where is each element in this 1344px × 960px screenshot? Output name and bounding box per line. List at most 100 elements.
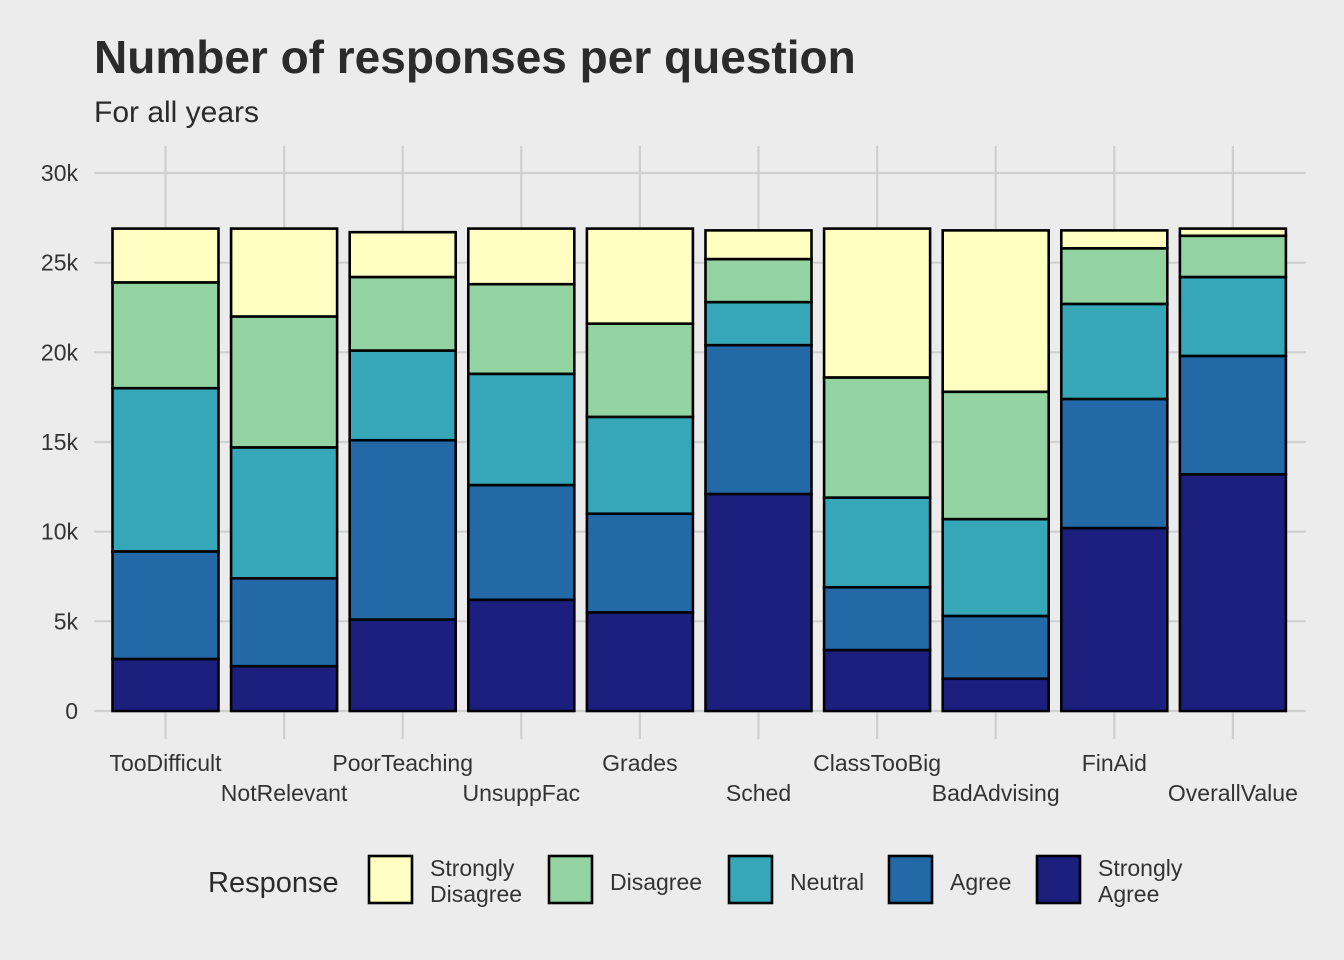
- legend-item-agree: Agree: [887, 854, 1011, 905]
- bars: [111, 227, 1288, 713]
- bar-notrelevant-strongly-agree: [229, 664, 339, 713]
- bar-group-sched: [704, 229, 813, 713]
- bar-classtoobig-disagree: [822, 376, 932, 499]
- bar-group-toodifficult: [111, 227, 220, 713]
- legend-item-strongly-disagree: Strongly Disagree: [367, 854, 522, 907]
- bar-unsuppfac-neutral: [466, 372, 576, 487]
- bar-badadvising-disagree: [941, 390, 1051, 521]
- legend-label: Strongly Agree: [1098, 855, 1183, 907]
- bar-badadvising-strongly-disagree: [941, 229, 1051, 394]
- bar-poorteaching-disagree: [348, 275, 458, 352]
- x-tick-label: ClassTooBig: [813, 750, 941, 776]
- bar-overallvalue-neutral: [1178, 275, 1288, 358]
- bar-notrelevant-disagree: [229, 315, 339, 449]
- x-tick-label: NotRelevant: [221, 780, 348, 806]
- bar-finaid-disagree: [1060, 247, 1169, 306]
- legend-swatch: [367, 854, 414, 905]
- bar-group-grades: [585, 227, 695, 713]
- bar-badadvising-strongly-agree: [941, 677, 1051, 713]
- bar-finaid-agree: [1060, 397, 1169, 530]
- bar-sched-neutral: [704, 300, 813, 347]
- bar-toodifficult-strongly-agree: [111, 657, 220, 713]
- x-tick-label: FinAid: [1082, 750, 1147, 776]
- bar-finaid-strongly-disagree: [1060, 229, 1169, 250]
- bar-toodifficult-neutral: [111, 386, 220, 553]
- x-axis: TooDifficult NotRelevant PoorTeaching Unsup…: [109, 750, 1297, 806]
- legend-item-strongly-agree: Strongly Agree: [1035, 854, 1183, 907]
- legend-title: Response: [208, 867, 339, 899]
- bar-grades-disagree: [585, 322, 695, 419]
- bar-overallvalue-strongly-disagree: [1178, 227, 1288, 238]
- bar-overallvalue-strongly-agree: [1178, 472, 1288, 713]
- bar-badadvising-neutral: [941, 517, 1051, 618]
- y-tick-label: 0: [65, 698, 78, 724]
- bar-finaid-strongly-agree: [1060, 526, 1169, 713]
- bar-classtoobig-neutral: [822, 496, 932, 589]
- bar-toodifficult-disagree: [111, 281, 220, 390]
- bar-grades-agree: [585, 512, 695, 614]
- bar-overallvalue-agree: [1178, 354, 1288, 476]
- bar-group-overallvalue: [1178, 227, 1288, 713]
- x-tick-label: UnsuppFac: [462, 780, 580, 806]
- bar-unsuppfac-disagree: [466, 282, 576, 376]
- bar-classtoobig-agree: [822, 585, 932, 652]
- bar-group-poorteaching: [348, 230, 458, 713]
- legend-swatch: [887, 854, 934, 905]
- bar-unsuppfac-agree: [466, 483, 576, 602]
- bar-toodifficult-agree: [111, 550, 220, 661]
- y-tick-label: 10k: [41, 519, 79, 545]
- bar-toodifficult-strongly-disagree: [111, 227, 220, 284]
- bar-grades-strongly-agree: [585, 611, 695, 713]
- x-tick-label: TooDifficult: [109, 750, 222, 776]
- bar-notrelevant-strongly-disagree: [229, 227, 339, 318]
- legend-swatch: [547, 854, 594, 905]
- bar-poorteaching-agree: [348, 438, 458, 621]
- legend-label: Neutral: [790, 869, 864, 895]
- x-tick-label: PoorTeaching: [332, 750, 473, 776]
- legend-swatch: [1035, 854, 1082, 905]
- legend-label: Disagree: [610, 869, 702, 895]
- bar-finaid-neutral: [1060, 302, 1169, 401]
- bar-notrelevant-agree: [229, 576, 339, 668]
- bar-unsuppfac-strongly-agree: [466, 598, 576, 713]
- bar-group-notrelevant: [229, 227, 339, 713]
- bar-group-classtoobig: [822, 227, 932, 713]
- x-tick-label: Grades: [602, 750, 677, 776]
- bar-notrelevant-neutral: [229, 446, 339, 580]
- bar-poorteaching-strongly-agree: [348, 618, 458, 713]
- legend-label: Strongly Disagree: [430, 855, 522, 907]
- x-tick-label: Sched: [726, 780, 791, 806]
- bar-badadvising-agree: [941, 614, 1051, 681]
- bar-grades-strongly-disagree: [585, 227, 695, 325]
- bar-overallvalue-disagree: [1178, 234, 1288, 279]
- y-tick-label: 25k: [41, 250, 79, 276]
- chart-title: Number of responses per question: [94, 31, 856, 83]
- bar-group-finaid: [1060, 229, 1169, 713]
- legend: Response Strongly Disagree Disagree Neutral…: [208, 854, 1183, 907]
- bar-sched-agree: [704, 343, 813, 496]
- bar-unsuppfac-strongly-disagree: [466, 227, 576, 286]
- bar-group-unsuppfac: [466, 227, 576, 713]
- x-tick-label: BadAdvising: [932, 780, 1060, 806]
- y-tick-label: 20k: [41, 339, 79, 365]
- bar-poorteaching-neutral: [348, 349, 458, 442]
- bar-sched-strongly-disagree: [704, 229, 813, 261]
- y-tick-label: 15k: [41, 429, 79, 455]
- bar-classtoobig-strongly-agree: [822, 648, 932, 713]
- chart-subtitle: For all years: [94, 96, 259, 129]
- y-tick-label: 30k: [41, 160, 79, 186]
- bar-poorteaching-strongly-disagree: [348, 230, 458, 279]
- bar-group-badadvising: [941, 229, 1051, 713]
- bar-sched-disagree: [704, 257, 813, 304]
- legend-swatch: [727, 854, 774, 905]
- y-tick-label: 5k: [54, 608, 79, 634]
- bar-classtoobig-strongly-disagree: [822, 227, 932, 379]
- bar-sched-strongly-agree: [704, 492, 813, 713]
- x-tick-label: OverallValue: [1168, 780, 1298, 806]
- bar-grades-neutral: [585, 415, 695, 516]
- legend-label: Agree: [950, 869, 1011, 895]
- y-axis: 0 5k 10k 15k 20k 25k 30k: [41, 160, 79, 724]
- legend-item-neutral: Neutral: [727, 854, 864, 905]
- legend-item-disagree: Disagree: [547, 854, 702, 905]
